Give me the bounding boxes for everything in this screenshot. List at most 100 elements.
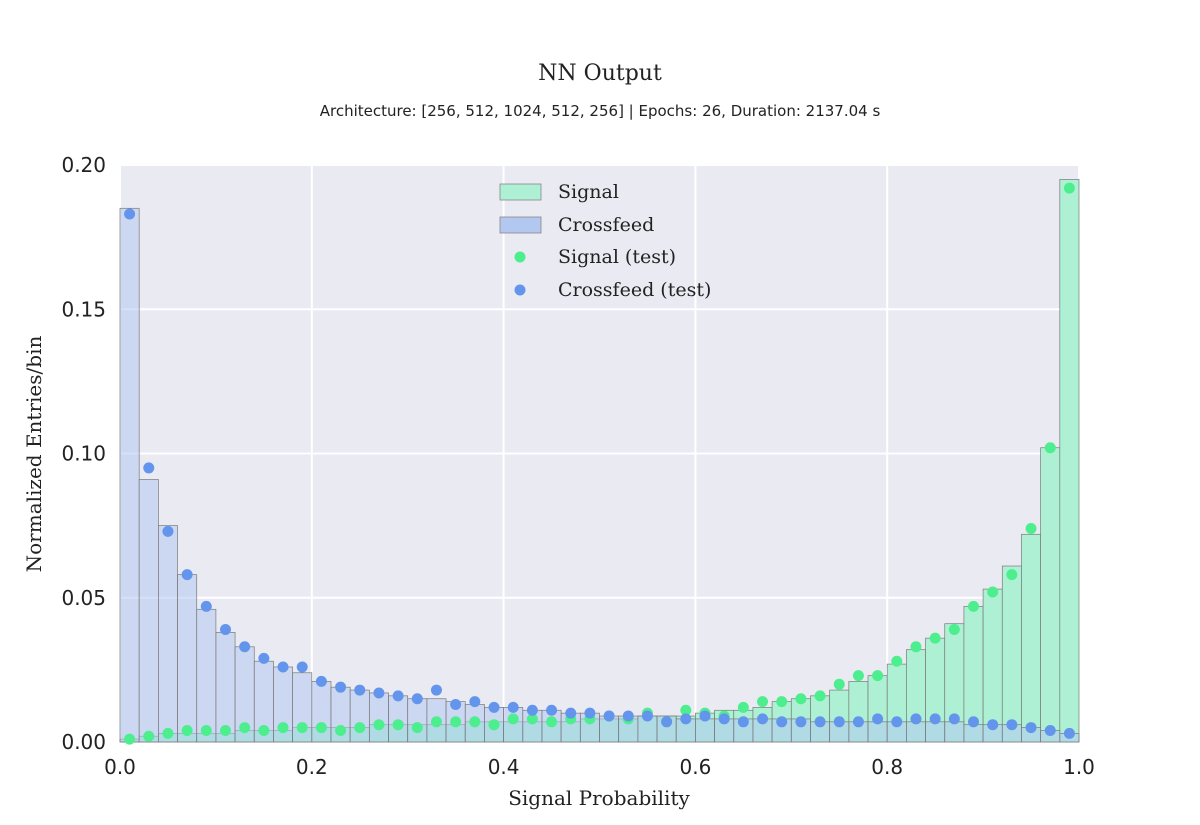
legend-label-crossfeed-test: Crossfeed (test) [558,279,711,301]
y-axis-ticks: 0.00 0.05 0.10 0.15 0.20 [61,153,106,754]
signal-test-point [354,722,366,734]
signal-test-point [277,722,289,734]
crossfeed-bar [158,525,178,743]
crossfeed-test-point [526,704,538,716]
signal-test-point [469,716,481,728]
crossfeed-test-point [1063,727,1075,739]
signal-test-point [239,722,251,734]
signal-test-point [833,678,845,690]
signal-test-point [296,722,308,734]
signal-test-point [872,670,884,682]
crossfeed-bar [368,692,389,743]
crossfeed-test-point [929,713,941,725]
signal-test-point [852,670,864,682]
crossfeed-test-point [258,652,270,664]
signal-test-point [1044,442,1056,454]
crossfeed-bar [695,718,715,743]
signal-test-point [680,704,692,716]
x-tick-label: 0.6 [679,755,711,779]
signal-bar [1021,533,1041,743]
signal-test-point [737,701,749,713]
signal-test-point [948,623,960,635]
signal-test-point [392,719,404,731]
x-tick-label: 1.0 [1063,755,1095,779]
legend-swatch-signal [499,183,542,201]
y-tick-label: 0.15 [61,297,106,321]
crossfeed-test-point [200,600,212,612]
signal-test-point [315,722,327,734]
crossfeed-test-point [661,716,673,728]
signal-test-point [143,730,155,742]
signal-test-point [430,716,442,728]
crossfeed-test-point [143,462,155,474]
crossfeed-test-point [219,623,231,635]
signal-test-point [757,696,769,708]
x-axis-label: Signal Probability [508,786,690,810]
crossfeed-test-point [565,707,577,719]
crossfeed-test-point [833,716,845,728]
signal-test-point [219,724,231,736]
crossfeed-test-point [239,641,251,653]
signal-test-point [814,690,826,702]
signal-bar [982,588,1003,743]
crossfeed-test-point [392,690,404,702]
signal-test-point [546,716,558,728]
crossfeed-test-point [1025,722,1037,734]
x-tick-label: 0.4 [488,755,520,779]
signal-bar [1001,565,1022,743]
signal-test-point [795,693,807,705]
crossfeed-test-point [1006,719,1018,731]
crossfeed-test-point [680,713,692,725]
crossfeed-test-point [641,710,653,722]
signal-test-point [1025,523,1037,535]
signal-test-point [968,600,980,612]
crossfeed-bar [906,721,926,743]
chart-title: NN Output [538,61,662,86]
crossfeed-test-point [1044,724,1056,736]
y-tick-label: 0.10 [61,442,106,466]
crossfeed-test-point [124,208,136,220]
crossfeed-test-point [411,693,423,705]
signal-test-point [910,641,922,653]
crossfeed-test-point [891,716,903,728]
x-tick-label: 0.8 [871,755,903,779]
signal-test-point [929,632,941,644]
crossfeed-test-point [277,661,289,673]
crossfeed-test-point [795,716,807,728]
crossfeed-test-point [872,713,884,725]
legend-label-crossfeed: Crossfeed [558,214,654,236]
signal-test-point [335,724,347,736]
signal-test-point [526,713,538,725]
crossfeed-test-point [910,713,922,725]
crossfeed-test-point [622,710,634,722]
crossfeed-bar [119,207,140,743]
crossfeed-test-point [546,704,558,716]
signal-test-point [450,716,462,728]
crossfeed-bar [196,608,217,743]
crossfeed-test-point [488,701,500,713]
x-axis-ticks: 0.0 0.2 0.4 0.6 0.8 1.0 [104,755,1095,779]
signal-test-point [1063,182,1075,194]
legend-swatch-crossfeed [499,216,542,234]
crossfeed-test-point [335,681,347,693]
crossfeed-test-point [296,661,308,673]
crossfeed-bar [349,689,370,743]
signal-test-point [258,724,270,736]
crossfeed-bar [925,721,946,743]
crossfeed-test-point [507,701,519,713]
crossfeed-bar [177,574,198,743]
crossfeed-test-points [124,208,1075,739]
crossfeed-test-point [450,698,462,710]
signal-test-point [488,719,500,731]
signal-test-point [181,724,193,736]
crossfeed-test-point [814,716,826,728]
signal-bar [1040,447,1061,743]
y-tick-label: 0.20 [61,153,106,177]
crossfeed-test-point [373,687,385,699]
crossfeed-test-point [603,710,615,722]
crossfeed-test-point [776,716,788,728]
signal-test-point [200,724,212,736]
crossfeed-test-point [469,696,481,708]
signal-bar [1059,179,1080,743]
